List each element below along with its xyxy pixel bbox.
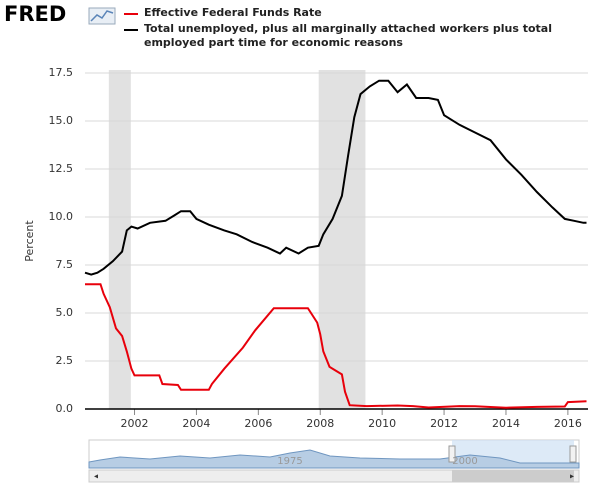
legend-label: Total unemployed, plus all marginally at… <box>144 22 552 49</box>
x-tick-label: 2012 <box>430 417 458 430</box>
series-line <box>85 283 587 409</box>
y-tick-label: 10.0 <box>49 210 74 223</box>
x-tick-label: 2008 <box>306 417 334 430</box>
navigator-handle[interactable] <box>569 445 577 463</box>
logo: FRED <box>4 2 67 26</box>
legend-item[interactable]: Total unemployed, plus all marginally at… <box>124 22 584 50</box>
scroll-arrow[interactable]: ▸ <box>570 472 574 481</box>
navigator: ◂ ▸ 1975 2000 <box>88 439 580 483</box>
x-tick-label: 2010 <box>368 417 396 430</box>
legend-item[interactable]: Effective Federal Funds Rate <box>124 6 584 20</box>
legend-swatch <box>124 13 138 15</box>
navigator-handle[interactable] <box>448 445 456 463</box>
y-tick-label: 12.5 <box>49 162 74 175</box>
legend-label: Effective Federal Funds Rate <box>144 6 322 19</box>
legend-swatch <box>124 29 138 31</box>
y-tick-label: 2.5 <box>56 354 74 367</box>
navigator-label: 1975 <box>277 456 302 467</box>
navigator-label: 2000 <box>452 456 477 467</box>
x-tick-label: 2002 <box>121 417 149 430</box>
x-tick-label: 2016 <box>554 417 582 430</box>
x-tick-label: 2004 <box>182 417 210 430</box>
x-tick-label: 2006 <box>244 417 272 430</box>
y-tick-label: 17.5 <box>49 66 74 79</box>
y-tick-label: 0.0 <box>56 402 74 415</box>
y-tick-label: 15.0 <box>49 114 74 127</box>
logo-icon <box>88 7 116 25</box>
recession-band <box>318 70 366 409</box>
y-axis-label: Percent <box>23 220 36 262</box>
x-tick-label: 2014 <box>492 417 520 430</box>
logo-icon-line <box>90 10 114 22</box>
navigator-series <box>88 449 580 469</box>
series-line <box>84 79 587 276</box>
scrollbar-thumb[interactable] <box>452 470 574 482</box>
y-tick-label: 7.5 <box>56 258 74 271</box>
scroll-arrow[interactable]: ◂ <box>94 472 98 481</box>
y-tick-label: 5.0 <box>56 306 74 319</box>
